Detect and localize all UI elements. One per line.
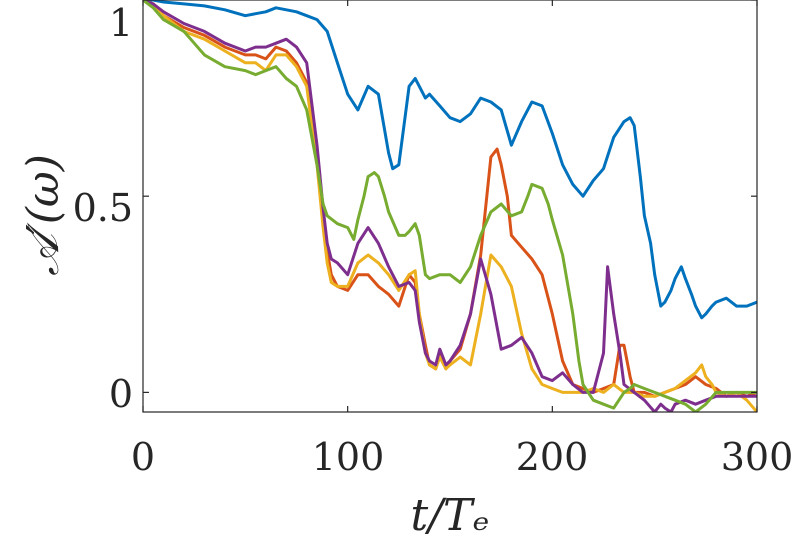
series-line-2 xyxy=(143,0,757,398)
series-group xyxy=(143,0,757,412)
x-tick-label: 0 xyxy=(131,435,155,479)
y-tick-label: 0 xyxy=(109,372,133,416)
axes-frame xyxy=(142,0,758,413)
x-tick-label: 300 xyxy=(721,435,793,479)
x-axis-label: t/Tₑ xyxy=(411,490,490,541)
plot-area xyxy=(143,0,757,412)
series-line-3 xyxy=(143,0,757,412)
x-tick-labels: 0 100 200 300 xyxy=(131,435,793,479)
series-line-5 xyxy=(143,0,757,412)
y-tick-label: 1 xyxy=(109,1,133,45)
series-line-1 xyxy=(143,0,757,320)
ticks-group xyxy=(142,0,758,412)
y-axis-label: 𝒜′(ω) xyxy=(18,154,69,276)
x-tick-label: 100 xyxy=(312,435,385,479)
series-line-4 xyxy=(143,0,757,412)
y-tick-label: 0.5 xyxy=(73,186,133,230)
x-tick-label: 200 xyxy=(516,435,589,479)
y-tick-labels: 0 0.5 1 xyxy=(73,1,133,416)
